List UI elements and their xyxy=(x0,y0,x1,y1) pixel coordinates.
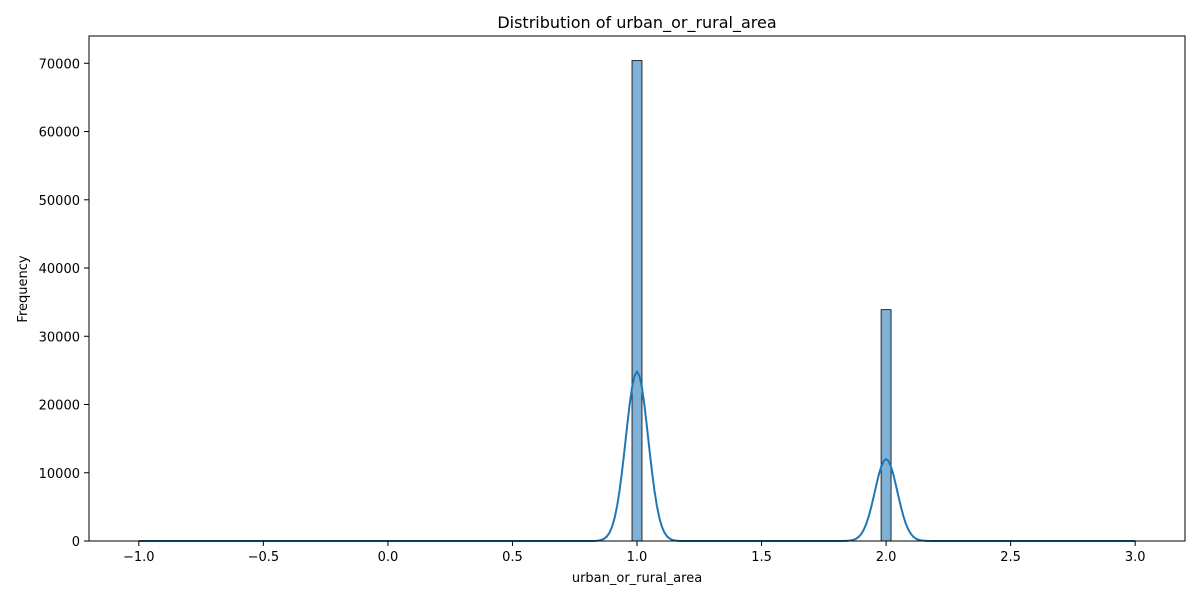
x-tick-label: 3.0 xyxy=(1125,550,1146,565)
x-tick-label: −0.5 xyxy=(248,550,280,565)
y-tick-label: 40000 xyxy=(39,262,80,277)
x-tick-label: 0.5 xyxy=(502,550,523,565)
y-tick-label: 0 xyxy=(72,535,80,550)
y-tick-label: 30000 xyxy=(39,330,80,345)
x-tick-label: 1.5 xyxy=(751,550,772,565)
y-tick-label: 10000 xyxy=(39,467,80,482)
x-tick-label: 1.0 xyxy=(627,550,648,565)
y-axis-label: Frequency xyxy=(16,255,31,322)
x-axis-label: urban_or_rural_area xyxy=(572,571,702,586)
y-tick-label: 50000 xyxy=(39,194,80,209)
histogram-bar-2 xyxy=(880,309,892,542)
histogram-bar-1 xyxy=(631,60,643,542)
x-tick-label: −1.0 xyxy=(123,550,155,565)
y-tick-label: 20000 xyxy=(39,399,80,414)
y-tick-label: 70000 xyxy=(39,57,80,72)
x-tick-label: 2.5 xyxy=(1000,550,1021,565)
chart-title: Distribution of urban_or_rural_area xyxy=(497,13,776,33)
x-tick-label: 0.0 xyxy=(378,550,399,565)
plot-area: −1.0 −0.5 0.0 0.5 1.0 1.5 2.0 2.5 3.0 0 10000 20000… xyxy=(39,35,1186,565)
y-tick-label: 60000 xyxy=(39,126,80,141)
x-tick-label: 2.0 xyxy=(876,550,897,565)
